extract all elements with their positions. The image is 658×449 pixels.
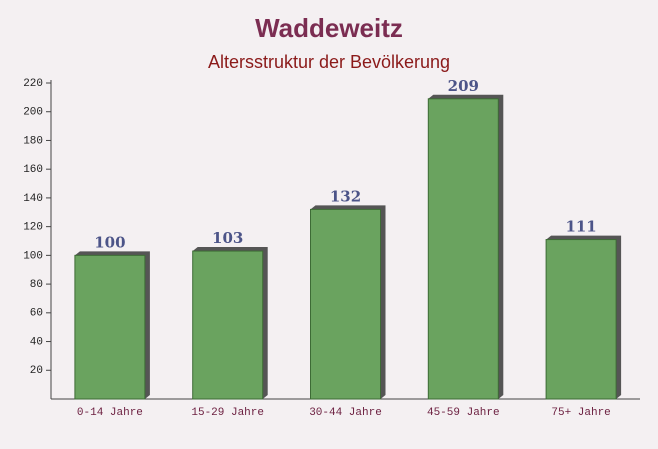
x-tick-label: 75+ Jahre	[551, 407, 610, 419]
bar	[427, 98, 499, 400]
y-tick-label: 160	[23, 164, 43, 176]
value-label: 111	[565, 218, 596, 236]
bar	[74, 254, 146, 400]
y-tick-label: 20	[30, 365, 43, 377]
x-tick-label: 15-29 Jahre	[191, 407, 264, 419]
x-tick-label: 45-59 Jahre	[427, 407, 500, 419]
value-label: 132	[330, 187, 361, 205]
value-label: 100	[94, 233, 125, 251]
value-label: 209	[448, 77, 479, 95]
y-tick-label: 80	[30, 279, 43, 291]
x-tick-label: 30-44 Jahre	[309, 407, 382, 419]
y-tick-label: 140	[23, 193, 43, 205]
x-tick-label: 0-14 Jahre	[77, 407, 143, 419]
y-tick-label: 180	[23, 135, 43, 147]
y-tick-label: 120	[23, 222, 43, 234]
y-tick-label: 200	[23, 107, 43, 119]
chart-subtitle: Altersstruktur der Bevölkerung	[208, 52, 450, 72]
y-tick-label: 40	[30, 336, 43, 348]
bar	[545, 239, 617, 400]
y-tick-label: 100	[23, 250, 43, 262]
bar	[192, 250, 264, 400]
chart-title: Waddeweitz	[255, 13, 403, 43]
bar	[310, 208, 381, 400]
y-tick-label: 220	[23, 78, 43, 90]
y-tick-label: 60	[30, 308, 43, 320]
value-label: 103	[212, 229, 243, 247]
